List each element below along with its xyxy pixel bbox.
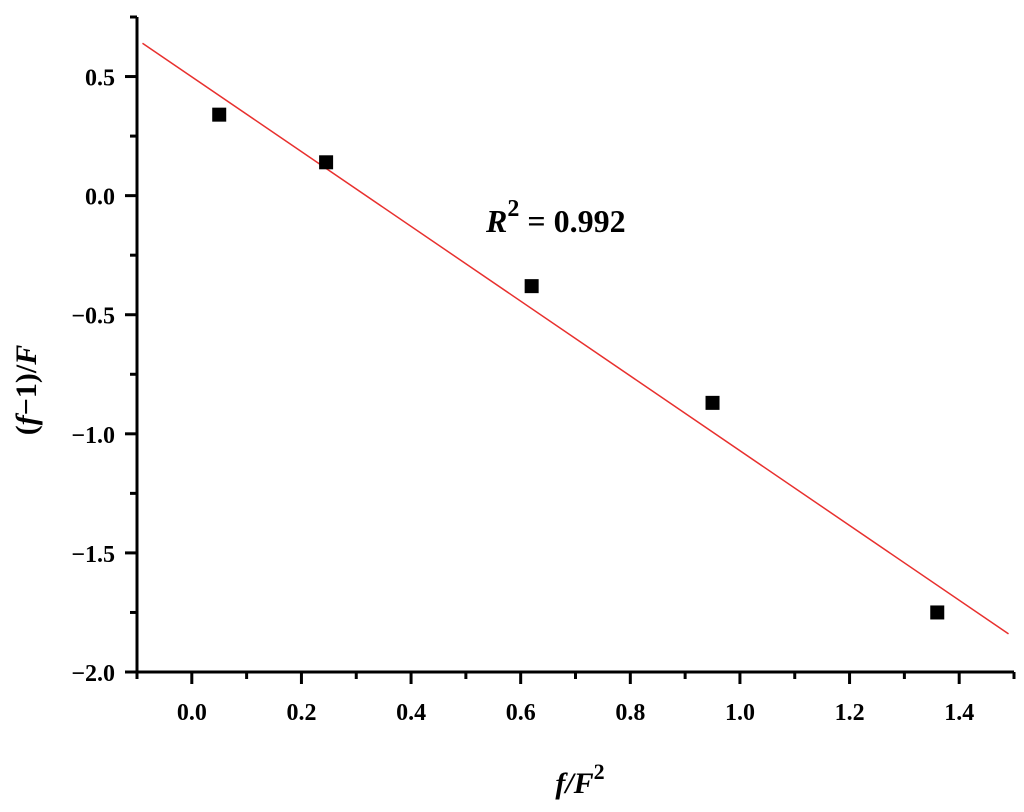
y-ticks: 0.5 0.0 −0.5 −1.0 −1.5 −2.0 bbox=[71, 15, 137, 687]
fit-line bbox=[142, 42, 1009, 635]
data-point bbox=[524, 279, 539, 294]
x-ticks: 0.0 0.2 0.4 0.6 0.8 1.0 1.2 1.4 bbox=[135, 672, 1016, 726]
r-squared-annotation: R2 = 0.992 bbox=[485, 196, 626, 239]
y-tick-label: −2.0 bbox=[71, 661, 115, 687]
data-point bbox=[319, 155, 334, 170]
x-axis-title: f/F2 bbox=[555, 759, 604, 800]
x-tick-label: 1.4 bbox=[944, 700, 974, 726]
y-tick-label: −0.5 bbox=[71, 304, 115, 330]
x-tick-label: 0.2 bbox=[286, 700, 316, 726]
data-points bbox=[212, 107, 945, 620]
x-tick-label: 0.8 bbox=[615, 700, 645, 726]
y-tick-label: −1.0 bbox=[71, 423, 115, 449]
x-tick-label: 0.4 bbox=[396, 700, 426, 726]
x-tick-label: 1.0 bbox=[725, 700, 755, 726]
y-tick-label: 0.0 bbox=[85, 185, 115, 211]
fit-layer bbox=[142, 42, 1009, 635]
data-point bbox=[705, 395, 720, 410]
data-point bbox=[930, 605, 945, 620]
y-tick-label: 0.5 bbox=[85, 66, 115, 92]
data-point bbox=[212, 107, 227, 122]
y-axis-title: (f−1)/F bbox=[10, 345, 43, 435]
x-tick-label: 1.2 bbox=[835, 700, 865, 726]
x-tick-label: 0.0 bbox=[177, 700, 207, 726]
y-tick-label: −1.5 bbox=[71, 542, 115, 568]
x-tick-label: 0.6 bbox=[506, 700, 536, 726]
